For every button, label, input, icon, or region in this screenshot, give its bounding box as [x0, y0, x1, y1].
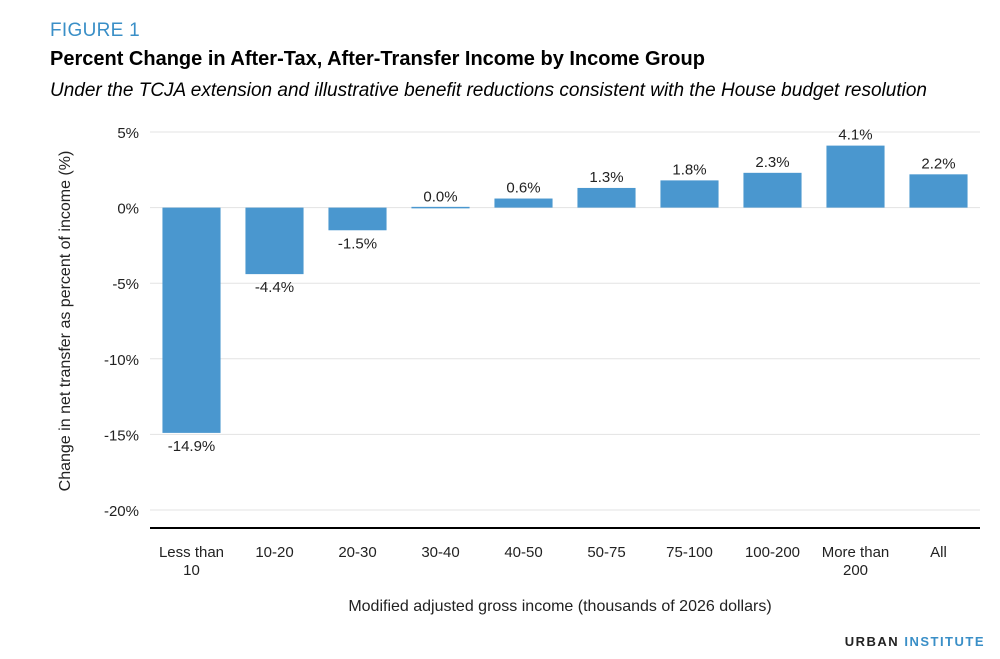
data-label: -4.4% [255, 279, 294, 296]
x-tick-label: All [930, 544, 947, 561]
x-tick-label: 75-100 [666, 544, 713, 561]
data-label: 0.0% [423, 189, 457, 206]
x-tick-label: 200 [843, 562, 868, 579]
data-label: 1.8% [672, 161, 706, 178]
x-axis-title: Modified adjusted gross income (thousand… [348, 598, 771, 615]
bar [328, 207, 387, 231]
y-tick-label: -20% [104, 503, 139, 520]
x-tick-label: 10-20 [255, 544, 293, 561]
bar [743, 172, 802, 208]
brand-part-urban: URBAN [844, 634, 900, 649]
brand-part-institute: INSTITUTE [904, 634, 985, 649]
data-label: -1.5% [338, 235, 377, 252]
data-label: 4.1% [838, 127, 872, 144]
bar [411, 206, 470, 209]
x-tick-label: 40-50 [504, 544, 542, 561]
y-tick-label: 0% [117, 201, 139, 218]
y-tick-label: -10% [104, 352, 139, 369]
x-tick-label: 10 [183, 562, 200, 579]
data-label: 2.3% [755, 154, 789, 171]
x-tick-label: 100-200 [745, 544, 800, 561]
brand-logo: URBAN INSTITUTE [845, 634, 985, 649]
x-tick-label: 30-40 [421, 544, 459, 561]
bar [660, 180, 719, 208]
x-tick-label: More than [822, 544, 890, 561]
chart-subtitle: Under the TCJA extension and illustrativ… [50, 80, 927, 101]
bar [494, 198, 553, 208]
bar [577, 187, 636, 208]
bar [162, 207, 221, 433]
figure-label: FIGURE 1 [50, 20, 141, 41]
data-label: -14.9% [168, 438, 216, 455]
x-tick-label: Less than [159, 544, 224, 561]
y-tick-label: 5% [117, 125, 139, 142]
y-tick-label: -15% [104, 427, 139, 444]
bar [909, 174, 968, 208]
bar [826, 145, 885, 208]
y-tick-label: -5% [112, 276, 139, 293]
y-axis-title: Change in net transfer as percent of inc… [57, 151, 74, 492]
chart-title: Percent Change in After-Tax, After-Trans… [50, 48, 705, 70]
bar [245, 207, 304, 275]
data-label: 1.3% [589, 169, 623, 186]
x-tick-label: 50-75 [587, 544, 625, 561]
x-tick-label: 20-30 [338, 544, 376, 561]
data-label: 2.2% [921, 155, 955, 172]
data-label: 0.6% [506, 180, 540, 197]
